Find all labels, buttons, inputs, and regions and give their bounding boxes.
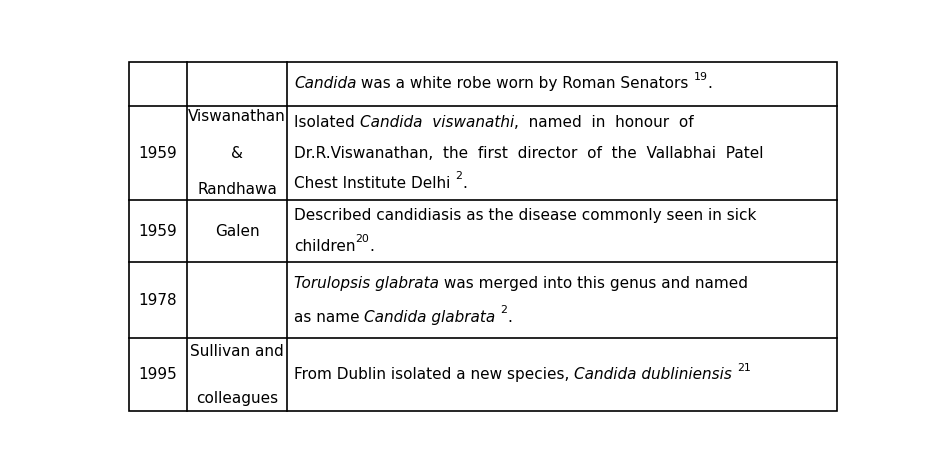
Text: Isolated: Isolated: [294, 115, 360, 131]
Text: 1978: 1978: [138, 293, 177, 308]
Text: was a white robe worn by Roman Senators: was a white robe worn by Roman Senators: [356, 76, 693, 91]
Text: Galen: Galen: [215, 224, 259, 239]
Text: children: children: [294, 239, 355, 254]
Text: 20: 20: [355, 234, 369, 244]
Text: From Dublin isolated a new species,: From Dublin isolated a new species,: [294, 367, 575, 382]
Text: Sullivan and: Sullivan and: [190, 344, 284, 359]
Text: Candida glabrata: Candida glabrata: [365, 310, 495, 325]
Text: 1959: 1959: [138, 224, 177, 239]
Text: Randhawa: Randhawa: [197, 183, 277, 197]
Text: Candida: Candida: [294, 76, 356, 91]
Text: Torulopsis glabrata: Torulopsis glabrata: [294, 276, 439, 291]
Text: 19: 19: [693, 72, 707, 82]
Text: colleagues: colleagues: [196, 391, 278, 406]
Text: Chest Institute Delhi: Chest Institute Delhi: [294, 176, 455, 191]
Text: ,  named  in  honour  of: , named in honour of: [513, 115, 693, 131]
Text: 21: 21: [737, 363, 751, 373]
Text: 1959: 1959: [138, 146, 177, 161]
Text: 2: 2: [500, 305, 508, 315]
Text: .: .: [508, 310, 512, 325]
Text: &: &: [231, 146, 243, 161]
Text: was merged into this genus and named: was merged into this genus and named: [439, 276, 748, 291]
Text: Candida dubliniensis: Candida dubliniensis: [575, 367, 732, 382]
Text: Viswanathan: Viswanathan: [188, 109, 286, 124]
Text: Described candidiasis as the disease commonly seen in sick: Described candidiasis as the disease com…: [294, 208, 756, 224]
Text: Candida  viswanathi: Candida viswanathi: [360, 115, 513, 131]
Text: 1995: 1995: [138, 367, 177, 382]
Text: as name: as name: [294, 310, 365, 325]
Text: .: .: [369, 239, 374, 254]
Text: 2: 2: [455, 171, 462, 181]
Text: Dr.R.Viswanathan,  the  first  director  of  the  Vallabhai  Patel: Dr.R.Viswanathan, the first director of …: [294, 146, 763, 161]
Text: .: .: [462, 176, 467, 191]
Text: .: .: [707, 76, 712, 91]
